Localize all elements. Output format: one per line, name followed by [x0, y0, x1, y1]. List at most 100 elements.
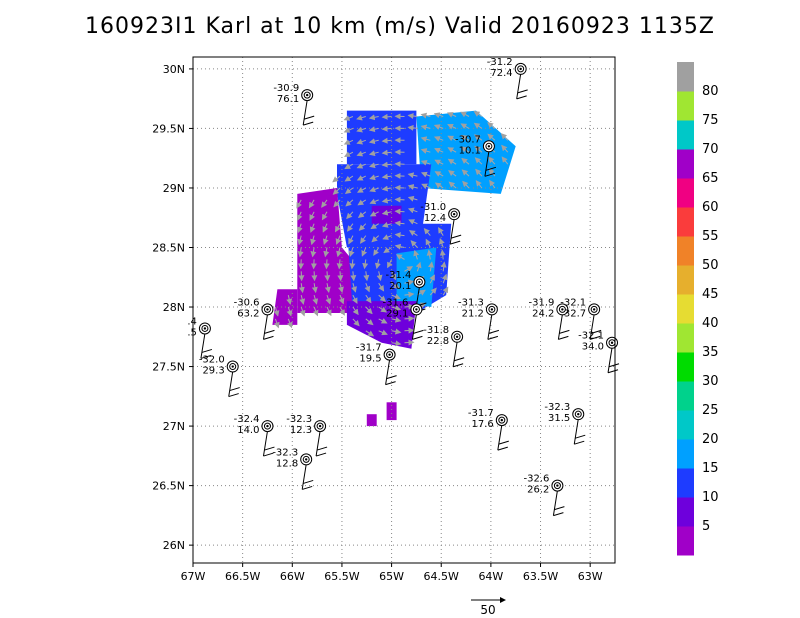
station-dot — [415, 308, 418, 311]
wind-vector — [487, 122, 496, 129]
wind-vector — [296, 211, 303, 221]
station: -32.312.8 — [272, 447, 314, 490]
colorbar-label: 25 — [702, 403, 719, 418]
wind-vector — [394, 184, 405, 191]
barb-flag — [449, 240, 461, 245]
wind-vector — [501, 144, 509, 153]
colorbar-segment — [677, 497, 694, 527]
station-temp: -32.3 — [272, 447, 298, 458]
wind-vector — [447, 135, 457, 142]
wind-vector — [370, 223, 379, 230]
x-tick-label: 64W — [478, 570, 503, 583]
wind-vector — [461, 169, 470, 177]
wind-vector — [356, 175, 367, 181]
station-dot — [388, 353, 391, 356]
wind-vector — [423, 228, 431, 236]
barb-staff — [200, 333, 206, 359]
wind-vector — [348, 247, 355, 258]
wind-vector — [343, 115, 354, 121]
station: -32.626.2 — [524, 474, 565, 517]
colorbar-label: 80 — [702, 84, 719, 99]
barb-flag — [263, 452, 274, 457]
wind-vector — [352, 294, 358, 304]
station-inner-ring — [453, 333, 461, 341]
wind-vector — [348, 235, 354, 245]
wind-vector — [475, 180, 483, 189]
wind-vector — [446, 112, 457, 118]
barb-staff — [589, 314, 595, 340]
wind-vector — [323, 247, 330, 258]
wind-vector — [473, 122, 483, 129]
colorbar-segment — [677, 265, 694, 295]
wind-vector — [350, 271, 357, 282]
wind-vector — [461, 157, 470, 165]
wind-vector — [311, 271, 318, 282]
wind-vector — [339, 306, 345, 316]
x-axis: 67W 66.5W 66W 65.5W 65W 64.5W 64W 63.5W 63W — [181, 563, 603, 583]
station-speed: 31.5 — [548, 413, 570, 424]
station-temp: -31.9 — [528, 297, 554, 308]
y-tick-label: 29.5N — [152, 122, 185, 135]
station: -31.272.4 — [487, 57, 528, 100]
wind-vector — [447, 147, 457, 153]
station: .4.5 — [187, 316, 213, 359]
colorbar-segment — [677, 62, 694, 92]
station-markers: -31.272.4-30.976.1-30.710.1-31.012.4-31.… — [187, 57, 620, 517]
wind-region — [346, 301, 417, 349]
wind-vector — [378, 294, 387, 302]
station-inner-ring — [498, 416, 506, 424]
station: -31.321.2 — [458, 297, 500, 340]
wind-vector — [349, 259, 356, 270]
wind-vector — [441, 273, 448, 284]
wind-vector — [381, 113, 392, 120]
wind-vector — [357, 187, 367, 193]
station-dot — [490, 308, 494, 311]
x-tick-label: 64.5W — [424, 570, 459, 583]
barb-flag — [574, 440, 585, 445]
wind-vector — [407, 195, 418, 202]
station-speed: 63.2 — [237, 308, 259, 319]
barb-flag — [608, 363, 620, 368]
wind-vector — [312, 306, 319, 317]
wind-vector — [345, 199, 354, 207]
station-temp: -31.0 — [420, 202, 446, 213]
colorbar-segment — [677, 468, 694, 498]
station: -31.012.4 — [420, 202, 462, 245]
barb-flag — [485, 166, 497, 171]
station-temp: -32.3 — [286, 414, 312, 425]
wind-vector — [310, 247, 317, 258]
barb-flag — [303, 121, 314, 126]
barb-flag — [201, 348, 213, 353]
wind-vector — [365, 294, 372, 304]
wind-vector — [381, 185, 392, 192]
wind-vector — [378, 306, 388, 313]
barb-staff — [573, 419, 579, 445]
station-inner-ring — [386, 351, 394, 359]
y-tick-label: 30N — [163, 63, 185, 76]
wind-vector — [297, 247, 304, 258]
wind-vectors — [273, 111, 509, 347]
barb-staff — [552, 490, 558, 516]
wind-vector — [335, 235, 342, 245]
wind-vector — [381, 161, 392, 168]
station-speed: .5 — [187, 327, 197, 338]
wind-vector — [438, 227, 444, 236]
wind-vector — [346, 211, 354, 220]
station-speed: 20.1 — [389, 281, 411, 292]
barb-flag — [304, 115, 315, 120]
wind-vector — [407, 184, 418, 190]
wind-vector — [404, 266, 414, 272]
wind-vector — [344, 151, 354, 157]
wind-vector — [448, 181, 457, 189]
colorbar-label: 40 — [702, 316, 719, 331]
barb-staff — [557, 314, 563, 340]
wind-vector — [361, 247, 368, 257]
wind-region — [386, 402, 397, 421]
wind-vector — [309, 223, 316, 233]
station-temp: -31.4 — [386, 270, 412, 281]
station-speed: 14.0 — [237, 425, 259, 436]
barb-staff — [262, 431, 268, 457]
station-dot — [305, 93, 309, 97]
station-temp: -31.3 — [458, 297, 484, 308]
station-temp: -32.1 — [578, 331, 604, 342]
